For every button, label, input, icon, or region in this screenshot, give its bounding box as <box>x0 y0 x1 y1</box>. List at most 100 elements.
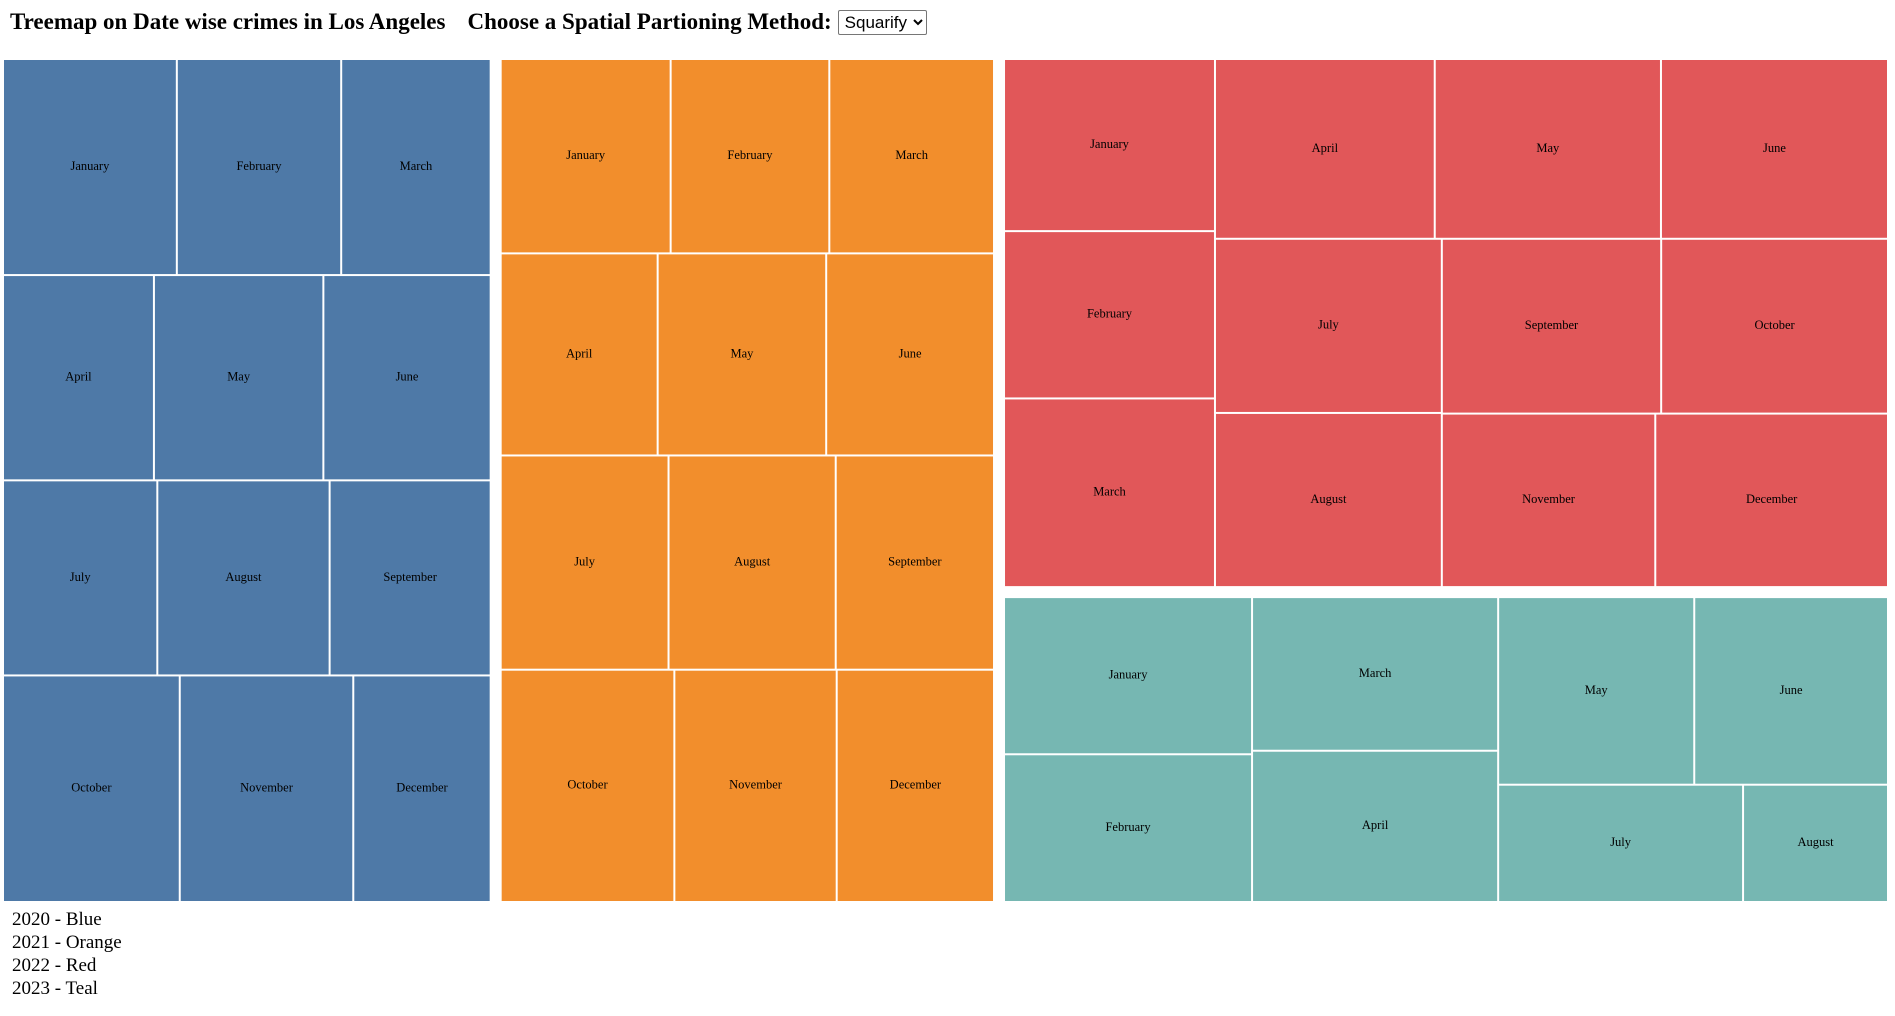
cell-2023-june[interactable] <box>1695 598 1887 784</box>
treemap-chart: January February March April May June July Augu… <box>4 60 1887 901</box>
year-group-2022: January February March April May June July Augu… <box>1005 60 1887 587</box>
cell-label-2021-january: January <box>566 148 606 162</box>
cell-2023-august[interactable] <box>1744 785 1887 901</box>
cell-label-2020-september: September <box>383 570 437 584</box>
cell-2023-january[interactable] <box>1005 598 1252 754</box>
cell-2022-august[interactable] <box>1215 413 1441 587</box>
cell-label-2021-june: June <box>899 346 922 360</box>
cell-label-2022-february: February <box>1087 307 1133 321</box>
cell-2021-february[interactable] <box>671 60 829 253</box>
cell-2021-november[interactable] <box>675 670 836 901</box>
cell-label-2022-july: July <box>1318 318 1340 332</box>
cell-label-2021-march: March <box>895 148 928 162</box>
cell-label-2023-april: April <box>1362 818 1389 832</box>
cell-label-2023-february: February <box>1105 820 1151 834</box>
cell-2020-july[interactable] <box>4 481 157 675</box>
cell-2022-october[interactable] <box>1662 239 1887 413</box>
cell-label-2020-november: November <box>240 781 294 795</box>
cell-2020-december[interactable] <box>354 676 490 901</box>
cell-label-2020-march: March <box>400 159 433 173</box>
cell-2020-may[interactable] <box>154 276 323 480</box>
cell-label-2020-february: February <box>236 159 282 173</box>
cell-label-2022-april: April <box>1312 141 1339 155</box>
cell-label-2022-october: October <box>1754 318 1795 332</box>
cell-2022-july[interactable] <box>1215 239 1441 412</box>
cell-2020-november[interactable] <box>180 676 353 901</box>
legend-item-2021: 2021 - Orange <box>12 932 122 953</box>
cell-label-2022-june: June <box>1763 141 1786 155</box>
cell-2022-june[interactable] <box>1661 60 1887 238</box>
cell-2023-march[interactable] <box>1253 598 1498 750</box>
cell-2021-may[interactable] <box>658 254 826 455</box>
cell-label-2020-august: August <box>225 570 262 584</box>
cell-2023-may[interactable] <box>1499 598 1694 784</box>
cell-2021-july[interactable] <box>501 456 668 669</box>
header: Treemap on Date wise crimes in Los Angel… <box>10 6 927 38</box>
cell-label-2023-june: June <box>1780 683 1803 697</box>
cell-label-2022-december: December <box>1746 492 1798 506</box>
cell-label-2023-august: August <box>1797 835 1834 849</box>
cell-2020-april[interactable] <box>4 276 153 480</box>
cell-label-2022-may: May <box>1536 141 1560 155</box>
cell-label-2020-july: July <box>70 570 92 584</box>
cell-2022-september[interactable] <box>1442 239 1661 413</box>
cell-2020-october[interactable] <box>4 676 179 901</box>
cell-2022-december[interactable] <box>1656 414 1887 587</box>
cell-label-2023-march: March <box>1359 666 1392 680</box>
cell-label-2020-april: April <box>65 370 92 384</box>
cell-2022-january[interactable] <box>1005 60 1214 231</box>
cell-2021-june[interactable] <box>827 254 994 455</box>
cell-label-2021-may: May <box>730 346 754 360</box>
legend-item-2023: 2023 - Teal <box>12 978 98 999</box>
cell-label-2020-may: May <box>227 370 251 384</box>
cell-2023-july[interactable] <box>1499 785 1743 901</box>
cell-label-2023-july: July <box>1610 835 1632 849</box>
cell-2022-february[interactable] <box>1005 232 1214 398</box>
cell-2022-november[interactable] <box>1442 414 1655 587</box>
legend: 2020 - Blue 2021 - Orange 2022 - Red 202… <box>12 908 122 1000</box>
cell-2021-december[interactable] <box>837 670 994 901</box>
legend-item-2020: 2020 - Blue <box>12 909 102 930</box>
cell-2021-april[interactable] <box>501 254 657 455</box>
cell-label-2020-december: December <box>396 781 448 795</box>
cell-2020-september[interactable] <box>330 481 490 675</box>
cell-label-2022-august: August <box>1310 492 1347 506</box>
year-group-2021: January February March April May June July Augu… <box>501 60 994 901</box>
cell-2020-june[interactable] <box>324 276 490 480</box>
year-group-2023: January February March April May June July Augu… <box>1005 598 1887 901</box>
cell-2021-october[interactable] <box>501 670 674 901</box>
cell-2021-september[interactable] <box>836 456 994 669</box>
cell-label-2023-january: January <box>1109 668 1149 682</box>
cell-label-2022-march: March <box>1093 485 1126 499</box>
cell-2022-march[interactable] <box>1005 399 1214 587</box>
partition-method-select[interactable]: Squarify <box>837 9 927 35</box>
cell-label-2020-october: October <box>71 781 112 795</box>
cell-2023-february[interactable] <box>1005 755 1252 901</box>
cell-2021-march[interactable] <box>830 60 994 253</box>
cell-2022-may[interactable] <box>1435 60 1660 238</box>
cell-label-2021-april: April <box>566 346 593 360</box>
cell-label-2021-december: December <box>890 778 942 792</box>
legend-item-2022: 2022 - Red <box>12 955 97 976</box>
cell-label-2022-november: November <box>1522 492 1576 506</box>
cell-2021-august[interactable] <box>669 456 835 669</box>
cell-label-2021-september: September <box>888 554 942 568</box>
cell-2020-february[interactable] <box>177 60 341 275</box>
cell-2020-march[interactable] <box>342 60 490 275</box>
cell-label-2021-february: February <box>727 148 773 162</box>
cell-label-2021-november: November <box>729 778 783 792</box>
cell-label-2020-january: January <box>70 159 110 173</box>
cell-label-2022-september: September <box>1525 318 1579 332</box>
cell-label-2021-october: October <box>567 778 608 792</box>
cell-2022-april[interactable] <box>1215 60 1434 238</box>
cell-label-2023-may: May <box>1585 683 1609 697</box>
year-group-2020: January February March April May June July Augu… <box>4 60 490 901</box>
cell-2020-august[interactable] <box>158 481 329 675</box>
cell-label-2021-july: July <box>574 554 596 568</box>
cell-2020-january[interactable] <box>4 60 176 275</box>
method-label: Choose a Spatial Partioning Method: <box>467 9 832 34</box>
cell-2021-january[interactable] <box>501 60 670 253</box>
cell-label-2022-january: January <box>1090 137 1130 151</box>
page-title: Treemap on Date wise crimes in Los Angel… <box>10 9 446 34</box>
cell-2023-april[interactable] <box>1253 751 1498 901</box>
